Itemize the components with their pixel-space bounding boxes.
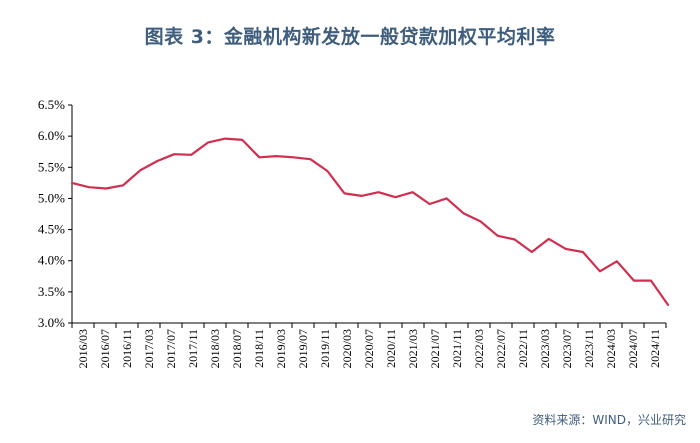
x-tick-label: 2017/11 <box>186 329 200 368</box>
x-tick-label: 2023/11 <box>582 329 596 368</box>
series-line <box>70 137 670 306</box>
y-tick-label: 3.5% <box>38 284 65 299</box>
x-tick-label: 2022/07 <box>494 329 508 368</box>
x-tick-label: 2020/07 <box>362 329 376 368</box>
x-tick-label: 2019/07 <box>296 329 310 368</box>
y-tick-label: 6.0% <box>38 128 65 143</box>
x-tick-label: 2020/11 <box>384 329 398 368</box>
y-axis-ticks: 3.0% 3.5% 4.0% 4.5% 5.0% 5.5% 6.0% 6.5% <box>38 97 72 330</box>
source-note: 资料来源：WIND，兴业研究 <box>532 413 686 427</box>
x-tick-label: 2023/07 <box>560 329 574 368</box>
x-tick-label: 2020/03 <box>340 329 354 368</box>
x-tick-label: 2018/07 <box>230 329 244 368</box>
x-tick-label: 2016/03 <box>76 329 90 368</box>
x-axis-ticks: 2016/03 2016/07 2016/11 2017/03 2017/07 2017/… <box>71 323 667 368</box>
chart-axes <box>71 105 666 324</box>
x-tick-label: 2018/03 <box>208 329 222 368</box>
chart-series <box>70 137 670 306</box>
x-tick-label: 2024/11 <box>648 329 662 368</box>
x-tick-label: 2023/03 <box>538 329 552 368</box>
y-tick-label: 5.0% <box>38 190 65 205</box>
x-tick-label: 2016/07 <box>98 329 112 368</box>
y-tick-label: 3.0% <box>38 315 65 330</box>
chart-title: 图表 3：金融机构新发放一般贷款加权平均利率 <box>144 26 556 48</box>
x-tick-label: 2024/03 <box>604 329 618 368</box>
x-tick-label: 2021/07 <box>428 329 442 368</box>
x-tick-label: 2016/11 <box>120 329 134 368</box>
x-tick-label: 2017/03 <box>142 329 156 368</box>
x-tick-label: 2019/03 <box>274 329 288 368</box>
y-tick-label: 5.5% <box>38 159 65 174</box>
x-tick-label: 2021/03 <box>406 329 420 368</box>
x-tick-label: 2019/11 <box>318 329 332 368</box>
x-tick-label: 2017/07 <box>164 329 178 368</box>
x-tick-label: 2018/11 <box>252 329 266 368</box>
y-tick-label: 6.5% <box>38 97 65 112</box>
x-tick-label: 2021/11 <box>450 329 464 368</box>
y-tick-label: 4.0% <box>38 253 65 268</box>
x-tick-label: 2024/07 <box>626 329 640 368</box>
x-tick-label: 2022/03 <box>472 329 486 368</box>
y-tick-label: 4.5% <box>38 222 65 237</box>
x-tick-label: 2022/11 <box>516 329 530 368</box>
